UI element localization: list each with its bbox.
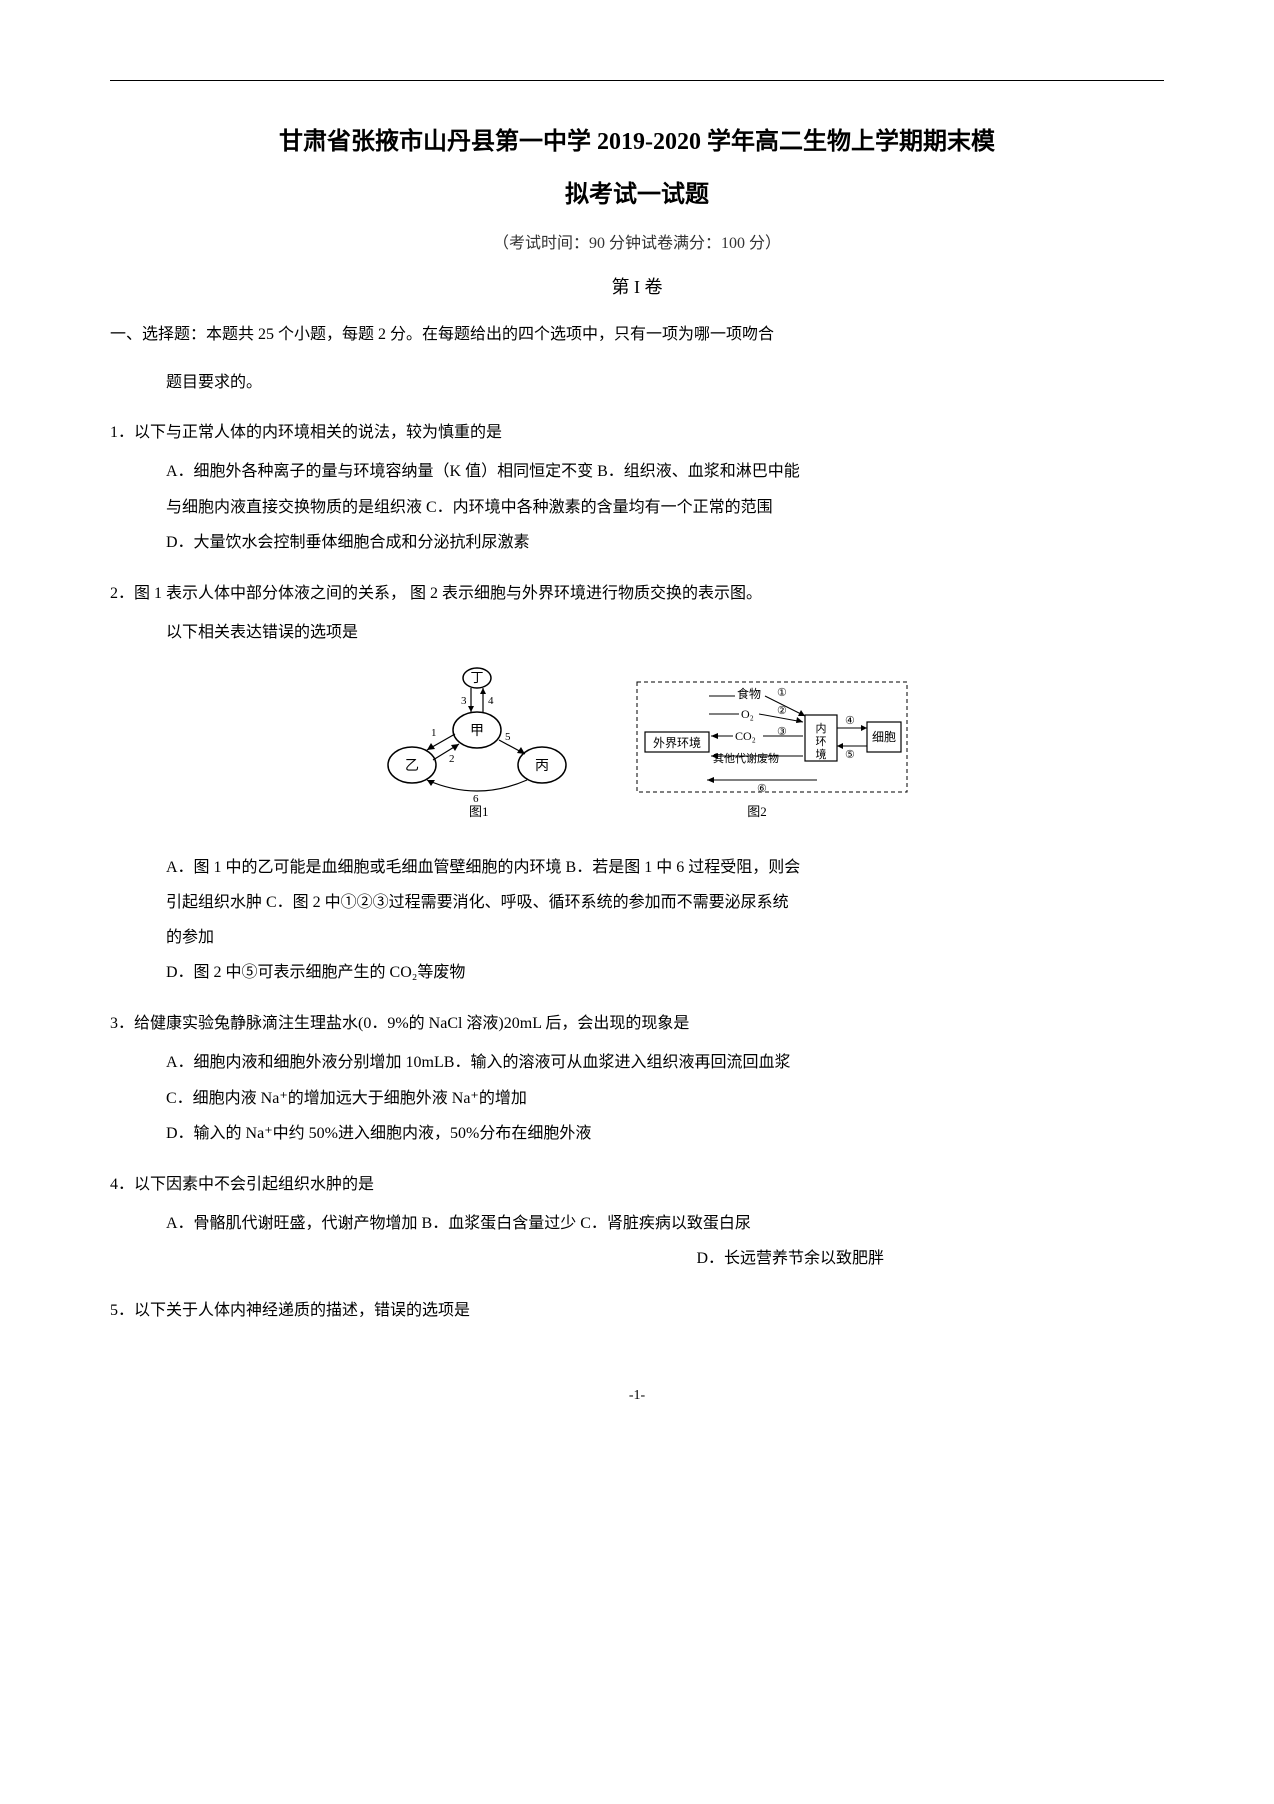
q2-opt-ab: A．图 1 中的乙可能是血细胞或毛细血管壁细胞的内环境 B．若是图 1 中 6 … bbox=[110, 850, 1164, 885]
fig2-nei1: 内 bbox=[816, 721, 827, 735]
fig2-label: 图2 bbox=[747, 804, 767, 819]
fig1-node-bing: 丙 bbox=[535, 759, 549, 774]
question-4: 4．以下因素中不会引起组织水肿的是 A．骨骼肌代谢旺盛，代谢产物增加 B．血浆蛋… bbox=[110, 1167, 1164, 1277]
q2-stem2: 以下相关表达错误的选项是 bbox=[110, 615, 1164, 650]
instruction-line2: 题目要求的。 bbox=[110, 367, 1164, 399]
fig2-circ5: ⑤ bbox=[845, 749, 855, 761]
fig2-nei2: 环 bbox=[816, 736, 827, 748]
q5-stem: 5．以下关于人体内神经递质的描述，错误的选项是 bbox=[110, 1293, 1164, 1328]
q2-opt-c2: 的参加 bbox=[110, 920, 1164, 955]
fig1-edge-1: 1 bbox=[431, 727, 437, 739]
q1-opt-ab: A．细胞外各种离子的量与环境容纳量（K 值）相同恒定不变 B．组织液、血浆和淋巴… bbox=[110, 454, 1164, 489]
fig2-shiwu: 食物 bbox=[737, 686, 761, 701]
fig1-node-ding: 丁 bbox=[470, 670, 483, 685]
figure-1-group: 丁 甲 乙 丙 3 4 bbox=[388, 668, 566, 819]
fig1-edge-2: 2 bbox=[449, 753, 455, 765]
fig2-o2: O₂ bbox=[741, 707, 754, 721]
figure-2-group: 外界环境 内 环 境 细胞 食物 O₂ CO₂ 其他代谢废物 ① bbox=[637, 682, 907, 819]
question-1: 1．以下与正常人体的内环境相关的说法，较为慎重的是 A．细胞外各种离子的量与环境… bbox=[110, 415, 1164, 560]
top-rule bbox=[110, 80, 1164, 81]
fig1-node-yi: 乙 bbox=[405, 758, 419, 774]
q4-opt-abc: A．骨骼肌代谢旺盛，代谢产物增加 B．血浆蛋白含量过少 C．肾脏疾病以致蛋白尿 bbox=[110, 1206, 1164, 1241]
q3-opt-c: C．细胞内液 Na⁺的增加远大于细胞外液 Na⁺的增加 bbox=[110, 1081, 1164, 1116]
title-line1: 甘肃省张掖市山丹县第一中学 2019-2020 学年高二生物上学期期末模 bbox=[110, 121, 1164, 164]
question-5: 5．以下关于人体内神经递质的描述，错误的选项是 bbox=[110, 1293, 1164, 1328]
exam-info: （考试时间：90 分钟试卷满分：100 分） bbox=[110, 229, 1164, 253]
q1-opt-c: 与细胞内液直接交换物质的是组织液 C．内环境中各种激素的含量均有一个正常的范围 bbox=[110, 490, 1164, 525]
fig1-edge-4: 4 bbox=[488, 695, 494, 707]
fig1-label: 图1 bbox=[469, 804, 489, 819]
q1-opt-d: D．大量饮水会控制垂体细胞合成和分泌抗利尿激素 bbox=[110, 525, 1164, 560]
figure-svg: 丁 甲 乙 丙 3 4 bbox=[357, 660, 917, 820]
figure-container: 丁 甲 乙 丙 3 4 bbox=[110, 660, 1164, 833]
q4-stem: 4．以下因素中不会引起组织水肿的是 bbox=[110, 1167, 1164, 1202]
fig2-circ3: ③ bbox=[777, 726, 787, 738]
q2-stem1: 2．图 1 表示人体中部分体液之间的关系， 图 2 表示细胞与外界环境进行物质交… bbox=[110, 576, 1164, 611]
fig2-circ6: ⑥ bbox=[757, 783, 767, 795]
q2-opt-c: 引起组织水肿 C．图 2 中①②③过程需要消化、呼吸、循环系统的参加而不需要泌尿… bbox=[110, 885, 1164, 920]
fig2-circ1: ① bbox=[777, 687, 787, 699]
title-line2: 拟考试一试题 bbox=[110, 174, 1164, 209]
section-label: 第 I 卷 bbox=[110, 273, 1164, 299]
question-2: 2．图 1 表示人体中部分体液之间的关系， 图 2 表示细胞与外界环境进行物质交… bbox=[110, 576, 1164, 990]
fig2-circ4: ④ bbox=[845, 715, 855, 727]
fig1-node-jia: 甲 bbox=[470, 724, 484, 739]
q3-stem: 3．给健康实验兔静脉滴注生理盐水(0．9%的 NaCl 溶液)20mL 后，会出… bbox=[110, 1006, 1164, 1041]
instruction-line1: 一、选择题：本题共 25 个小题，每题 2 分。在每题给出的四个选项中，只有一项… bbox=[110, 319, 1164, 351]
fig2-xibao: 细胞 bbox=[872, 730, 896, 744]
q3-opt-ab: A．细胞内液和细胞外液分别增加 10mLB．输入的溶液可从血浆进入组织液再回流回… bbox=[110, 1045, 1164, 1080]
q4-opt-d: D．长远营养节余以致肥胖 bbox=[110, 1241, 1164, 1276]
page-number: -1- bbox=[110, 1388, 1164, 1404]
q2-opt-d: D．图 2 中⑤可表示细胞产生的 CO₂等废物 bbox=[110, 955, 1164, 990]
fig2-nei3: 境 bbox=[816, 747, 827, 761]
fig2-co2: CO₂ bbox=[735, 729, 756, 743]
q1-stem: 1．以下与正常人体的内环境相关的说法，较为慎重的是 bbox=[110, 415, 1164, 450]
question-3: 3．给健康实验兔静脉滴注生理盐水(0．9%的 NaCl 溶液)20mL 后，会出… bbox=[110, 1006, 1164, 1151]
q3-opt-d: D．输入的 Na⁺中约 50%进入细胞内液，50%分布在细胞外液 bbox=[110, 1116, 1164, 1151]
fig2-waijie: 外界环境 bbox=[653, 735, 701, 750]
fig2-qita: 其他代谢废物 bbox=[713, 751, 779, 765]
fig1-edge-5: 5 bbox=[505, 731, 511, 743]
fig2-circ2: ② bbox=[777, 705, 787, 717]
fig1-edge-3: 3 bbox=[461, 695, 467, 707]
